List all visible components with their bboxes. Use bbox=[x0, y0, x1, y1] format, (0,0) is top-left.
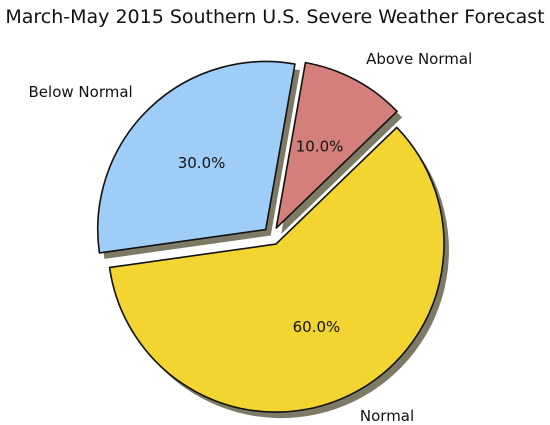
chart-title: March-May 2015 Southern U.S. Severe Weat… bbox=[5, 6, 544, 28]
slice-pct-normal: 60.0% bbox=[293, 318, 341, 336]
slice-pct-below-normal: 30.0% bbox=[178, 154, 226, 172]
slice-above-normal bbox=[275, 61, 398, 229]
slice-labels: Below Normal 30.0% Normal 60.0% Above Normal… bbox=[29, 50, 473, 425]
slice-pct-above-normal: 10.0% bbox=[296, 137, 344, 155]
slice-label-normal: Normal bbox=[360, 407, 414, 425]
slice-normal bbox=[108, 126, 445, 413]
slice-below-normal bbox=[96, 60, 296, 254]
slice-label-below-normal: Below Normal bbox=[29, 83, 133, 101]
slices bbox=[96, 60, 445, 413]
slice-label-above-normal: Above Normal bbox=[366, 50, 472, 68]
